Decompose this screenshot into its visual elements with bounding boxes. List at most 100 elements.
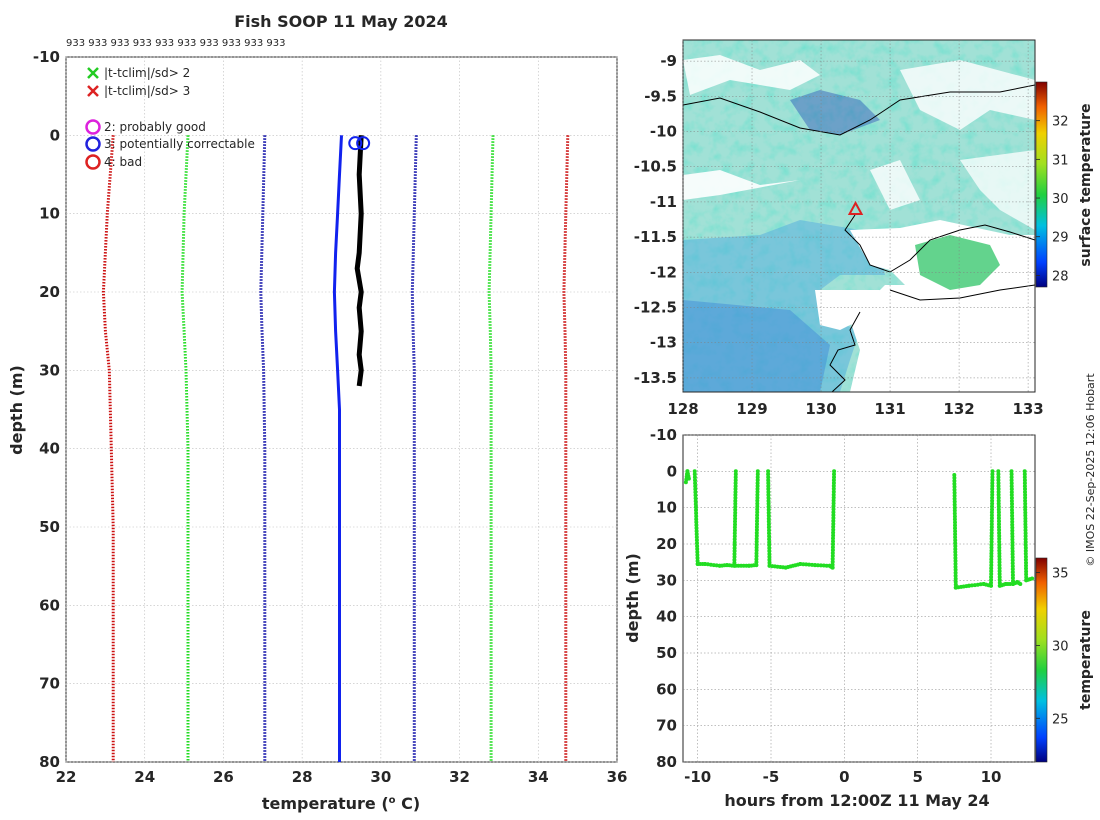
time-depth-point — [733, 519, 737, 524]
time-depth-point — [996, 498, 1001, 503]
time-depth-point — [990, 501, 995, 506]
time-depth-point — [733, 516, 738, 521]
profile-xtick-label: 28 — [292, 768, 313, 786]
time-depth-point — [754, 545, 759, 550]
time-depth-point — [830, 553, 835, 558]
time-depth-ytick-label: 20 — [656, 535, 677, 553]
time-depth-point — [766, 475, 771, 480]
time-depth-point — [997, 551, 1002, 556]
time-depth-point — [1023, 510, 1028, 515]
map-ytick-label: -13.5 — [634, 369, 677, 387]
time-depth-point — [831, 536, 835, 541]
time-depth-ytick-label: 30 — [656, 571, 677, 589]
time-depth-xtick-label: 10 — [981, 768, 1002, 786]
time-depth-point — [831, 521, 836, 526]
time-depth-point — [767, 540, 772, 545]
time-depth-point — [831, 498, 836, 503]
time-depth-point — [1023, 516, 1028, 521]
time-depth-point — [990, 489, 995, 494]
sst-cool-region — [683, 220, 885, 392]
time-depth-point — [831, 542, 835, 547]
profile-xtick-label: 30 — [370, 768, 391, 786]
time-depth-point — [732, 552, 737, 556]
time-depth-point — [989, 572, 994, 576]
time-depth-point — [997, 545, 1002, 550]
time-depth-point — [703, 562, 707, 566]
time-depth-point — [766, 495, 771, 500]
time-depth-point — [1022, 469, 1027, 474]
time-depth-point — [818, 563, 823, 568]
time-depth-point — [953, 538, 958, 543]
map-xtick-label: 128 — [667, 400, 698, 418]
time-depth-point — [767, 543, 772, 548]
profile-series-clim-1sd — [410, 135, 418, 762]
time-depth-point — [831, 507, 836, 512]
time-depth-point — [1023, 487, 1027, 491]
time-depth-point — [766, 504, 771, 509]
time-depth-points — [683, 469, 1035, 590]
time-depth-point — [1023, 522, 1028, 527]
time-depth-point — [831, 513, 836, 518]
map-ytick-label: -10 — [650, 123, 677, 141]
profile-series-mean — [332, 135, 343, 762]
time-depth-point — [754, 548, 759, 553]
time-depth-point — [990, 495, 995, 500]
time-depth-point — [755, 489, 760, 494]
time-depth-point — [978, 582, 983, 587]
time-depth-point — [733, 469, 738, 474]
time-depth-point — [755, 475, 760, 480]
time-depth-point — [953, 573, 958, 578]
time-depth-point — [694, 526, 699, 531]
time-depth-point — [989, 548, 994, 553]
map-xtick-label: 133 — [1012, 400, 1043, 418]
time-depth-point — [996, 516, 1001, 521]
time-depth-point — [989, 531, 994, 535]
time-depth-point — [1023, 501, 1028, 506]
time-depth-point — [989, 575, 994, 579]
time-depth-point — [1009, 484, 1014, 489]
time-depth-point — [694, 523, 699, 528]
time-depth-ytick-label: 0 — [667, 462, 677, 480]
time-depth-point — [832, 475, 836, 480]
temperature-colorbar-label: temperature — [1078, 610, 1094, 710]
time-depth-point — [996, 469, 1001, 474]
time-depth-point — [801, 562, 806, 567]
legend-label: 4: bad — [104, 155, 142, 169]
time-depth-point — [996, 489, 1001, 494]
time-depth-point — [953, 544, 958, 549]
time-depth-point — [831, 483, 836, 488]
time-depth-point — [693, 487, 698, 492]
time-depth-point — [969, 583, 974, 588]
legend-marker-circle — [85, 119, 101, 135]
time-depth-point — [997, 519, 1001, 524]
time-depth-point — [952, 493, 957, 498]
time-depth-point — [830, 551, 835, 555]
time-depth-point — [989, 545, 994, 550]
time-depth-point — [953, 523, 957, 528]
profile-ylabel: depth (m) — [7, 365, 26, 455]
time-depth-point — [733, 507, 738, 512]
time-depth-point — [732, 557, 737, 562]
time-depth-point — [755, 478, 760, 483]
time-depth-point — [766, 507, 771, 512]
profile-series-observed — [354, 135, 364, 387]
time-depth-axes — [682, 434, 1036, 763]
time-depth-point — [824, 563, 829, 568]
time-depth-point — [766, 513, 771, 518]
time-depth-point — [996, 484, 1001, 488]
time-depth-point — [767, 557, 772, 562]
time-depth-point — [732, 537, 737, 542]
legend-label: 2: probably good — [104, 120, 206, 134]
time-depth-point — [755, 486, 760, 491]
time-depth-point — [766, 498, 771, 503]
time-depth-point — [766, 525, 771, 530]
time-depth-point — [1010, 546, 1015, 551]
time-depth-point — [989, 533, 994, 538]
time-depth-point — [1010, 522, 1015, 527]
time-depth-point — [989, 551, 994, 556]
time-depth-point — [1010, 504, 1014, 509]
time-depth-panel: -10 -5 0 5 10 -10 0 10 20 30 40 50 60 70 80 hours from… — [623, 426, 1094, 810]
profile-xtick-label: 24 — [134, 768, 155, 786]
time-depth-point — [1023, 551, 1028, 556]
time-depth-point — [754, 539, 759, 544]
